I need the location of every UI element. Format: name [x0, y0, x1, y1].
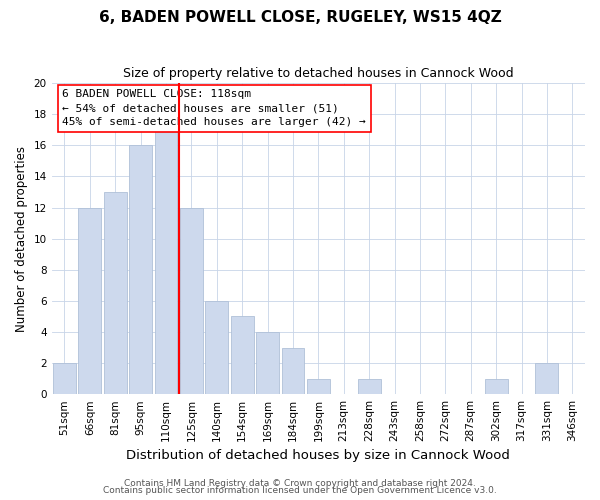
Title: Size of property relative to detached houses in Cannock Wood: Size of property relative to detached ho… — [123, 68, 514, 80]
Bar — [53, 363, 76, 394]
Bar — [535, 363, 559, 394]
Text: 6, BADEN POWELL CLOSE, RUGELEY, WS15 4QZ: 6, BADEN POWELL CLOSE, RUGELEY, WS15 4QZ — [98, 10, 502, 25]
Bar — [205, 301, 228, 394]
Bar — [180, 208, 203, 394]
Text: Contains public sector information licensed under the Open Government Licence v3: Contains public sector information licen… — [103, 486, 497, 495]
Bar — [358, 378, 380, 394]
Bar — [155, 130, 178, 394]
Text: 6 BADEN POWELL CLOSE: 118sqm
← 54% of detached houses are smaller (51)
45% of se: 6 BADEN POWELL CLOSE: 118sqm ← 54% of de… — [62, 90, 366, 128]
Bar — [485, 378, 508, 394]
X-axis label: Distribution of detached houses by size in Cannock Wood: Distribution of detached houses by size … — [127, 450, 510, 462]
Text: Contains HM Land Registry data © Crown copyright and database right 2024.: Contains HM Land Registry data © Crown c… — [124, 478, 476, 488]
Y-axis label: Number of detached properties: Number of detached properties — [15, 146, 28, 332]
Bar — [256, 332, 279, 394]
Bar — [79, 208, 101, 394]
Bar — [307, 378, 330, 394]
Bar — [129, 146, 152, 394]
Bar — [231, 316, 254, 394]
Bar — [281, 348, 304, 394]
Bar — [104, 192, 127, 394]
